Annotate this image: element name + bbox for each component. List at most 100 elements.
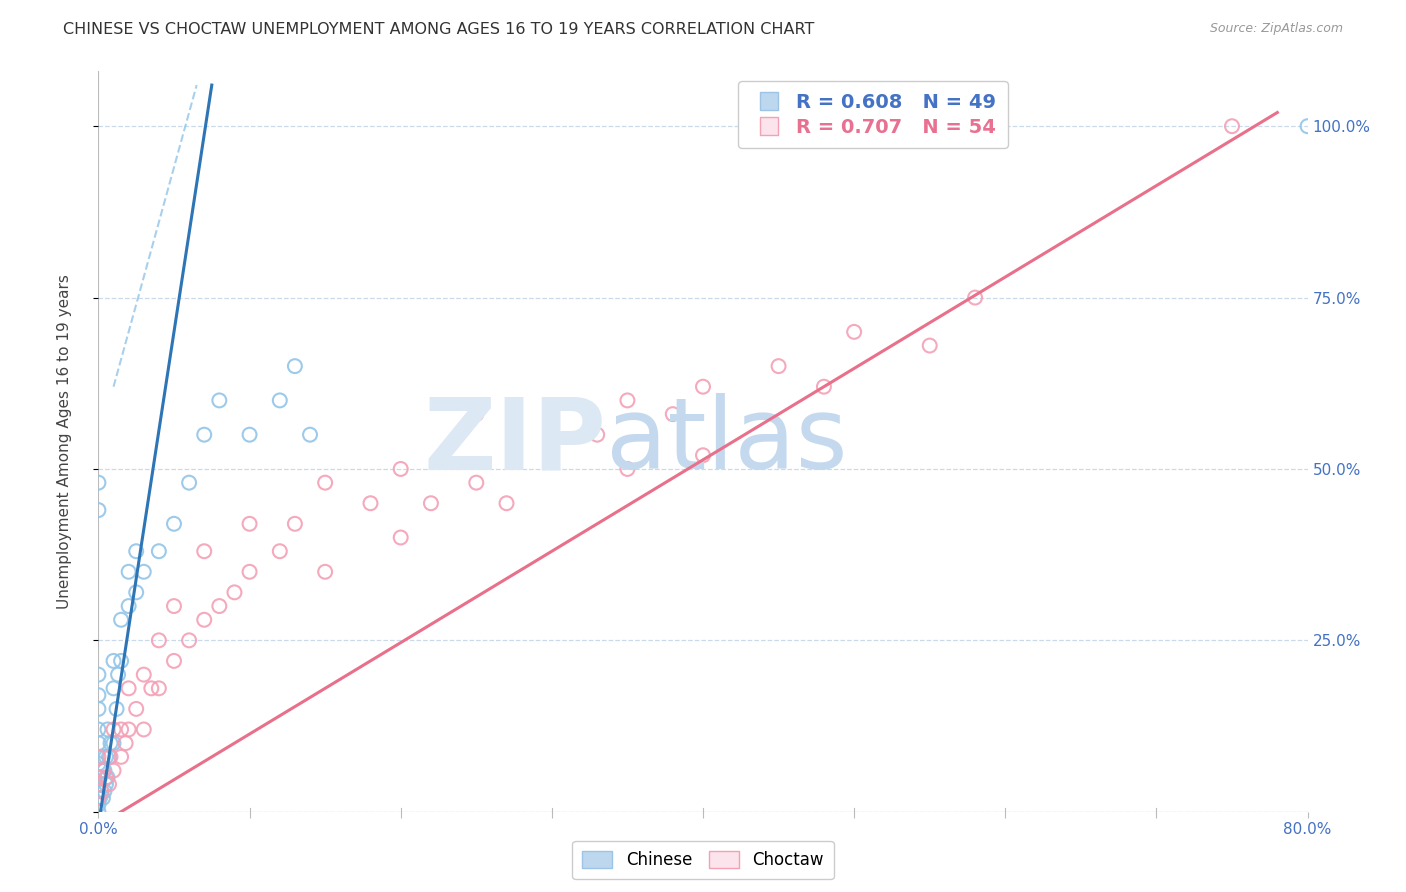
Point bbox=[98, 750, 121, 764]
Point bbox=[299, 427, 322, 442]
Legend: Chinese, Choctaw: Chinese, Choctaw bbox=[572, 841, 834, 880]
Point bbox=[114, 736, 136, 750]
Point bbox=[87, 756, 110, 771]
Point bbox=[193, 613, 215, 627]
Point bbox=[91, 764, 114, 778]
Point bbox=[105, 702, 128, 716]
Point bbox=[616, 393, 638, 408]
Point bbox=[239, 427, 262, 442]
Point bbox=[389, 531, 412, 545]
Point bbox=[163, 599, 186, 613]
Point bbox=[692, 448, 714, 462]
Point bbox=[87, 503, 110, 517]
Text: Source: ZipAtlas.com: Source: ZipAtlas.com bbox=[1209, 22, 1343, 36]
Point bbox=[193, 427, 215, 442]
Point bbox=[125, 544, 148, 558]
Point bbox=[91, 750, 114, 764]
Point bbox=[118, 565, 141, 579]
Point bbox=[93, 784, 115, 798]
Point bbox=[98, 777, 121, 791]
Point bbox=[87, 750, 110, 764]
Point bbox=[87, 736, 110, 750]
Point bbox=[103, 681, 125, 696]
Point bbox=[94, 750, 117, 764]
Point bbox=[103, 654, 125, 668]
Point bbox=[284, 516, 307, 531]
Point bbox=[87, 771, 110, 785]
Point bbox=[125, 585, 148, 599]
Point bbox=[148, 633, 170, 648]
Point bbox=[465, 475, 488, 490]
Point bbox=[110, 654, 132, 668]
Point bbox=[813, 380, 835, 394]
Point bbox=[93, 764, 115, 778]
Point bbox=[163, 654, 186, 668]
Point bbox=[224, 585, 246, 599]
Point bbox=[314, 565, 336, 579]
Point bbox=[163, 516, 186, 531]
Point bbox=[87, 784, 110, 798]
Point bbox=[208, 393, 231, 408]
Point bbox=[103, 764, 125, 778]
Point bbox=[132, 565, 155, 579]
Point bbox=[768, 359, 790, 373]
Point bbox=[110, 750, 132, 764]
Point bbox=[87, 805, 110, 819]
Point bbox=[208, 599, 231, 613]
Point bbox=[96, 771, 118, 785]
Point bbox=[87, 797, 110, 812]
Point bbox=[918, 338, 941, 352]
Point bbox=[239, 516, 262, 531]
Point bbox=[616, 462, 638, 476]
Point bbox=[87, 771, 110, 785]
Point bbox=[965, 291, 987, 305]
Text: ZIP: ZIP bbox=[423, 393, 606, 490]
Point bbox=[269, 544, 291, 558]
Y-axis label: Unemployment Among Ages 16 to 19 years: Unemployment Among Ages 16 to 19 years bbox=[58, 274, 72, 609]
Point bbox=[96, 723, 118, 737]
Point bbox=[94, 771, 117, 785]
Text: atlas: atlas bbox=[606, 393, 848, 490]
Point bbox=[586, 427, 609, 442]
Point bbox=[89, 771, 111, 785]
Point bbox=[107, 667, 129, 681]
Point bbox=[1296, 119, 1319, 133]
Point bbox=[148, 544, 170, 558]
Point bbox=[100, 750, 122, 764]
Point bbox=[110, 613, 132, 627]
Point bbox=[87, 791, 110, 805]
Point bbox=[103, 736, 125, 750]
Point bbox=[91, 791, 114, 805]
Point bbox=[87, 702, 110, 716]
Point bbox=[360, 496, 382, 510]
Point bbox=[118, 681, 141, 696]
Point bbox=[465, 407, 488, 421]
Point bbox=[661, 407, 683, 421]
Point bbox=[100, 736, 122, 750]
Point bbox=[844, 325, 866, 339]
Point bbox=[118, 723, 141, 737]
Point bbox=[495, 496, 517, 510]
Point bbox=[314, 475, 336, 490]
Point bbox=[90, 784, 112, 798]
Point bbox=[87, 791, 110, 805]
Point bbox=[148, 681, 170, 696]
Point bbox=[420, 496, 443, 510]
Point bbox=[132, 723, 155, 737]
Point bbox=[103, 723, 125, 737]
Point bbox=[87, 667, 110, 681]
Point bbox=[91, 764, 114, 778]
Point bbox=[540, 448, 562, 462]
Point bbox=[179, 633, 201, 648]
Point bbox=[1220, 119, 1243, 133]
Point bbox=[110, 723, 132, 737]
Point bbox=[389, 462, 412, 476]
Point bbox=[87, 475, 110, 490]
Point bbox=[90, 784, 112, 798]
Point bbox=[87, 723, 110, 737]
Point bbox=[692, 380, 714, 394]
Point bbox=[125, 702, 148, 716]
Point bbox=[269, 393, 291, 408]
Text: CHINESE VS CHOCTAW UNEMPLOYMENT AMONG AGES 16 TO 19 YEARS CORRELATION CHART: CHINESE VS CHOCTAW UNEMPLOYMENT AMONG AG… bbox=[63, 22, 814, 37]
Legend: R = 0.608   N = 49, R = 0.707   N = 54: R = 0.608 N = 49, R = 0.707 N = 54 bbox=[738, 81, 1008, 148]
